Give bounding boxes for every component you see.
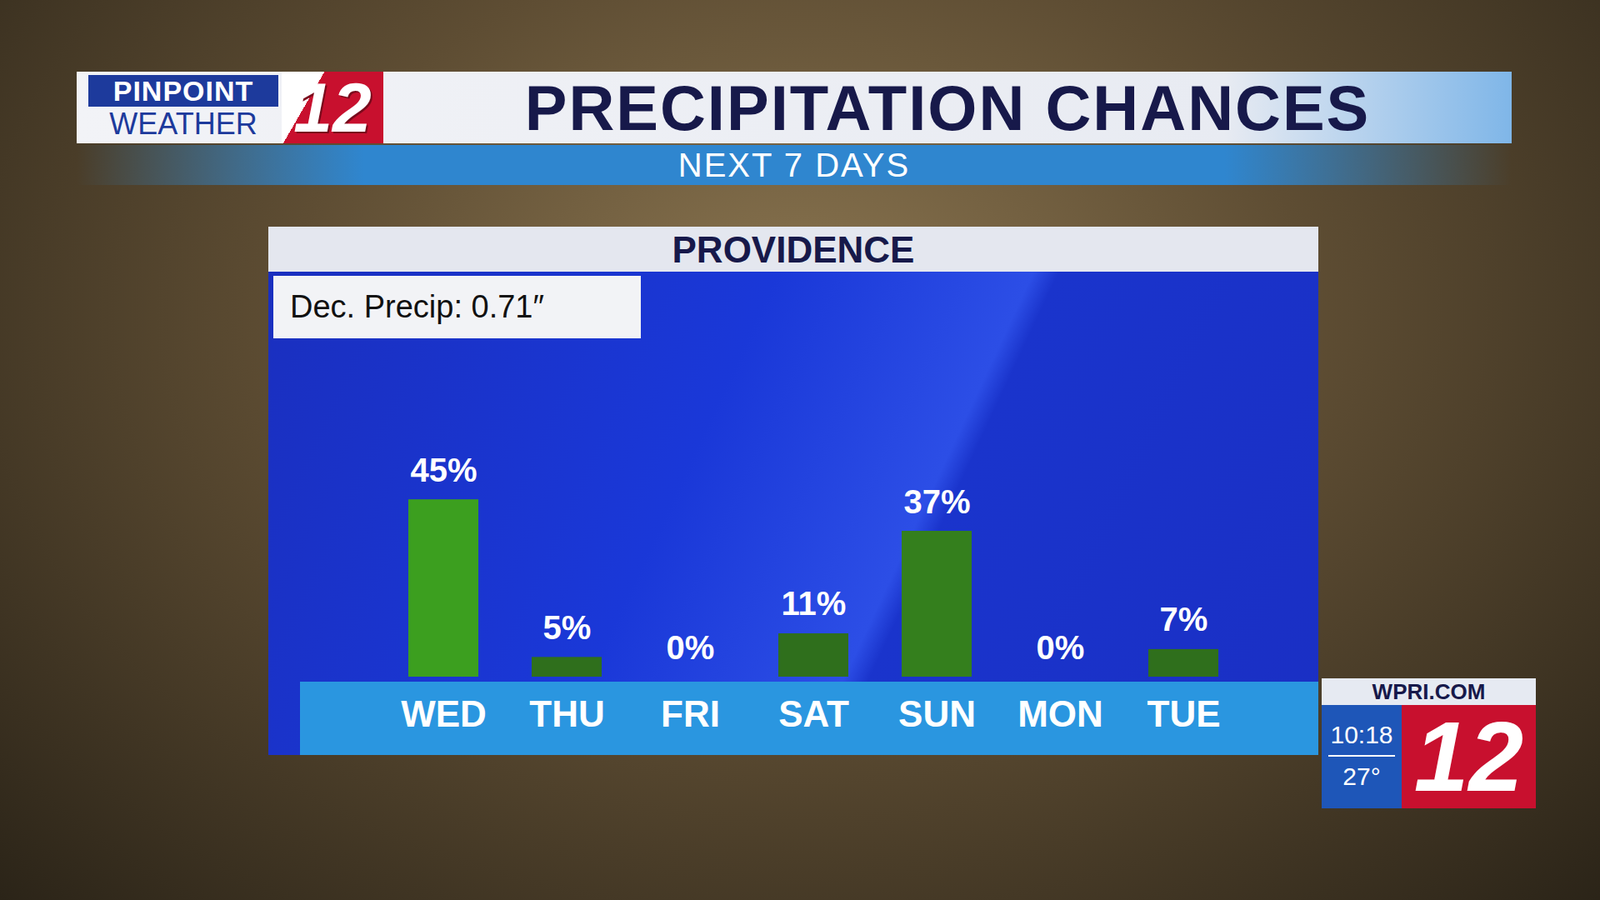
html-text:PINPOINT: PINPOINT bbox=[113, 75, 254, 107]
html-text:12: 12 bbox=[293, 68, 372, 147]
svg-text:37%: 37% bbox=[903, 483, 970, 520]
svg-text:THU: THU bbox=[529, 693, 605, 735]
html-text:PRECIPITATION CHANCES: PRECIPITATION CHANCES bbox=[524, 72, 1371, 144]
html-text:27°: 27° bbox=[1342, 762, 1381, 790]
html-text:Dec. Precip: 0.71″: Dec. Precip: 0.71″ bbox=[290, 289, 545, 325]
svg-text:7%: 7% bbox=[1160, 600, 1209, 638]
html-text:NEXT 7 DAYS: NEXT 7 DAYS bbox=[678, 146, 911, 184]
svg-text:MON: MON bbox=[1017, 693, 1104, 735]
svg-text:45%: 45% bbox=[410, 451, 477, 489]
html-text:PROVIDENCE: PROVIDENCE bbox=[672, 229, 915, 270]
html-text:10:18: 10:18 bbox=[1330, 720, 1393, 749]
svg-text:FRI: FRI bbox=[660, 693, 720, 735]
svg-text:11%: 11% bbox=[781, 585, 847, 622]
svg-text:0%: 0% bbox=[1036, 629, 1085, 666]
svg-text:TUE: TUE bbox=[1147, 693, 1221, 735]
svg-text:0%: 0% bbox=[666, 629, 715, 666]
html-text:WPRI.COM: WPRI.COM bbox=[1372, 679, 1486, 705]
html-text:12: 12 bbox=[1414, 701, 1524, 812]
svg-text:WED: WED bbox=[400, 693, 487, 735]
svg-text:SUN: SUN bbox=[898, 693, 976, 735]
svg-text:SAT: SAT bbox=[778, 693, 850, 735]
svg-text:5%: 5% bbox=[543, 609, 592, 646]
html-text:WEATHER: WEATHER bbox=[109, 106, 258, 141]
